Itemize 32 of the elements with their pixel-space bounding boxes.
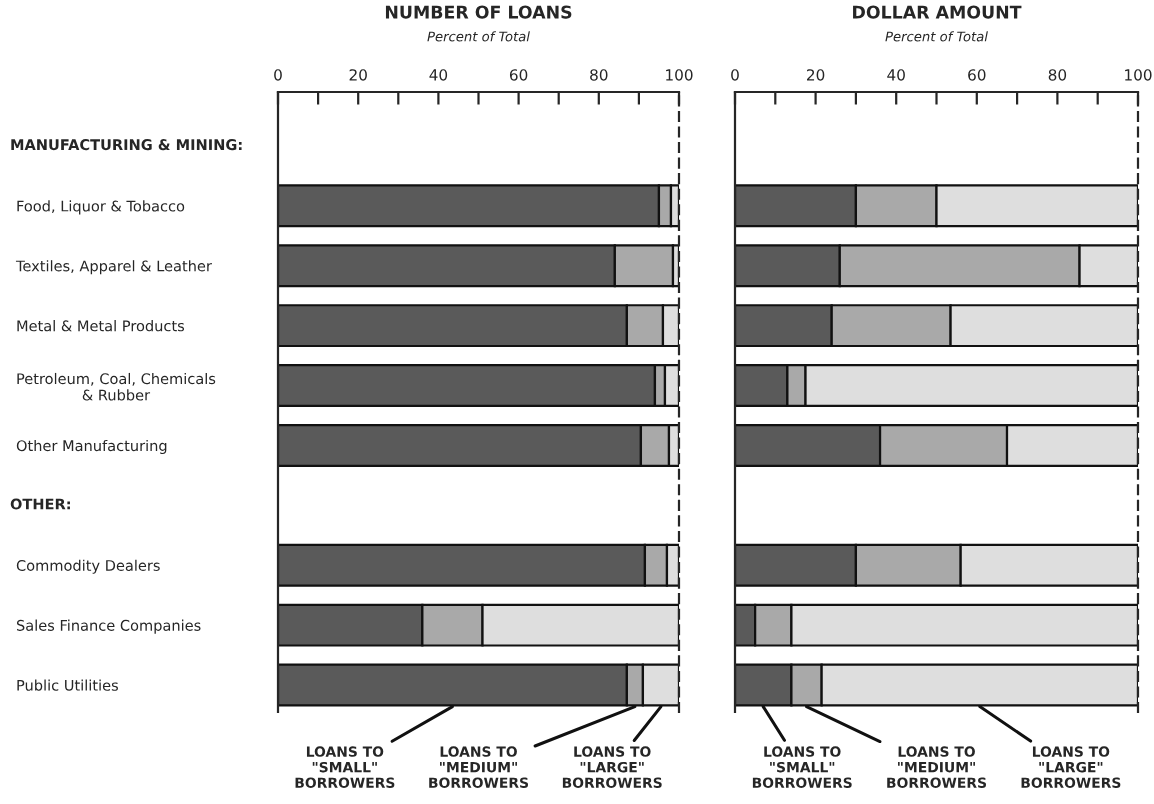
y-tick-label: Other Manufacturing [16,439,167,454]
x-tick-label: 20 [349,69,367,81]
text: LOANS TO "MEDIUM" BORROWERS [429,746,529,788]
x-tick-label: 60 [509,69,528,81]
y-tick-label: Petroleum, Coal, Chemicals & Rubber [17,372,216,401]
chart-title: DOLLAR AMOUNT [853,5,1022,19]
x-tick-label: 40 [429,69,448,81]
chart-title: NUMBER OF LOANS [385,5,572,19]
y-tick-label: Public Utilities [17,679,118,691]
text: OTHER: [10,498,70,510]
text: LOANS TO "MEDIUM" BORROWERS [887,746,987,788]
y-tick-label: Metal & Metal Products [17,320,185,332]
x-tick-label: 100 [666,69,693,81]
x-tick-label: 80 [1048,69,1067,81]
y-tick-label: Sales Finance Companies [16,619,201,634]
x-tick-label: 80 [590,69,608,81]
y-tick-label: Commodity Dealers [16,559,160,574]
x-tick-label: 0 [731,69,739,81]
text: LOANS TO "SMALL" BORROWERS [295,746,395,788]
text: MANUFACTURING & MINING: [11,139,242,151]
x-axis-title: Percent of Total [427,31,530,42]
text: LOANS TO "SMALL" BORROWERS [752,746,852,788]
text: LOANS TO "LARGE" BORROWERS [562,746,662,788]
x-tick-label: 20 [807,69,825,81]
text: LOANS TO "LARGE" BORROWERS [1021,746,1121,788]
x-tick-label: 0 [274,69,282,81]
x-tick-label: 40 [887,69,905,81]
x-tick-label: 100 [1125,69,1152,81]
x-tick-label: 60 [968,69,986,81]
y-tick-label: Food, Liquor & Tobacco [17,200,185,215]
x-axis-title: Percent of Total [885,31,988,42]
y-tick-label: Textiles, Apparel & Leather [15,260,212,275]
